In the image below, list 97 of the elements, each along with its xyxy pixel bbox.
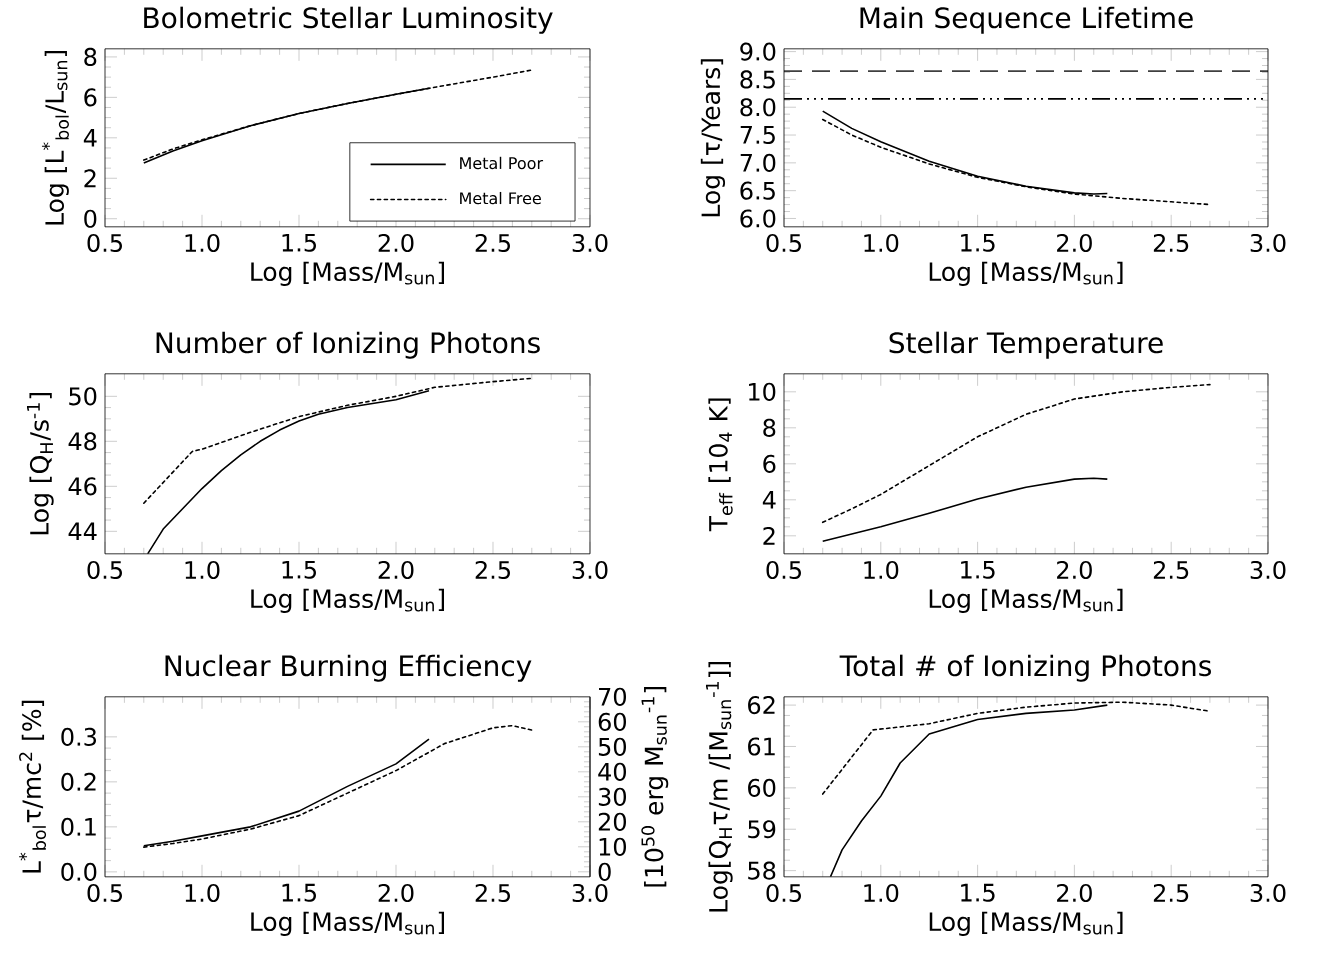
y2-tick-label: 10 [599,837,627,856]
y-tick-label: 9.0 [740,42,776,61]
y-tick-label: 4 [762,491,776,509]
x-tick-label: 1.5 [282,233,316,252]
x-axis-title: Log [Mass/M$_{sun}$] [251,588,445,614]
y-tick-label: 4 [83,129,97,147]
x-tick-label: 1.5 [961,233,995,252]
y2-tick-label: 0 [598,862,611,881]
x-tick-label: 1.0 [864,233,899,253]
y-tick-label: 60 [748,778,776,798]
y-tick-label: 61 [748,737,775,756]
y-tick-label: 6 [84,88,97,107]
y2-tick-label: 20 [598,812,627,831]
y-tick-label: 50 [69,387,97,406]
x-tick-label: 2.0 [378,883,414,903]
y-tick-label: 0.3 [61,727,96,747]
x-tick-label: 2.0 [1057,233,1092,253]
y2-tick-label: 70 [599,687,627,706]
y-tick-label: 62 [748,696,775,715]
y-tick-label: 6.0 [740,209,776,228]
x-tick-label: 0.5 [766,233,801,253]
chart-title: Bolometric Stellar Luminosity [144,6,553,34]
y-axis-title: Log[Q$_{H}$τ/m /[M$_{sun}$$^{-1}$]] [705,662,733,912]
x-tick-label: 1.5 [282,883,316,902]
x-tick-label: 2.5 [475,233,510,253]
y-tick-label: 2 [763,527,775,545]
y-tick-label: 8 [84,47,97,67]
x-tick-label: 1.5 [961,560,995,579]
y-axis-title: Log [Q$_{H}$/s$^{-1}$] [26,393,54,535]
x-tick-label: 1.0 [185,883,220,903]
y-tick-label: 59 [748,820,776,839]
x-axis-title: Log [Mass/M$_{sun}$] [929,261,1123,287]
x-axis-title: Log [Mass/M$_{sun}$] [929,911,1123,937]
y-axis-title: L$^{*}$$_{bol}$τ/mc$^{2}$ [%] [19,700,47,873]
y-tick-label: 10 [749,382,776,401]
y-tick-label: 8 [763,418,776,437]
x-tick-label: 0.5 [87,560,122,580]
y-tick-label: 6.5 [740,181,775,200]
chart-title: Main Sequence Lifetime [860,6,1193,34]
legend-label: Metal Free [460,192,541,205]
y-axis-title: T$_{eff}$ [10$_{4}$ K] [708,398,733,532]
line-series [821,383,1211,524]
x-tick-label: 1.0 [864,883,899,903]
y2-axis-title: [10$^{50}$ erg M$_{sun}$$^{-1}$] [641,687,669,887]
x-tick-label: 2.5 [1153,560,1189,580]
x-tick-label: 2.0 [378,233,414,253]
y-axis-title: Log [τ/Years] [700,59,726,217]
x-tick-label: 3.0 [572,883,608,903]
x-tick-label: 1.5 [961,883,995,902]
y-tick-label: 48 [68,432,97,451]
y-tick-label: 7.0 [740,153,776,173]
chart-title: Nuclear Burning Efficiency [165,654,532,682]
x-tick-label: 1.0 [185,560,220,580]
x-tick-label: 2.5 [475,883,510,903]
x-tick-label: 2.5 [1153,883,1189,903]
chart-title: Total # of Ionizing Photons [839,654,1211,682]
x-tick-label: 2.5 [1153,233,1189,253]
y-tick-label: 46 [68,477,97,496]
y-tick-label: 44 [68,522,97,541]
x-tick-label: 1.5 [282,560,316,579]
x-tick-label: 1.0 [185,233,220,253]
x-tick-label: 0.5 [766,560,801,580]
y-tick-label: 0 [84,209,97,228]
y-tick-label: 7.5 [740,126,775,145]
y-tick-label: 0.0 [61,862,97,882]
y-tick-label: 8.0 [740,98,776,117]
y-tick-label: 6 [763,454,776,473]
x-tick-label: 0.5 [766,883,801,903]
y2-tick-label: 50 [598,737,627,756]
x-tick-label: 2.0 [1057,883,1092,903]
x-tick-label: 2.0 [378,560,414,580]
line-series [821,701,1211,795]
y-axis-title: Log [L$^{*}$$_{bol}$/L$_{sun}$] [41,51,69,225]
y-tick-label: 58 [748,861,776,880]
legend-label: Metal Poor [460,156,544,170]
x-tick-label: 0.5 [87,233,122,253]
chart-title: Number of Ionizing Photons [156,331,540,359]
x-tick-label: 1.0 [864,560,899,580]
x-tick-label: 2.0 [1057,560,1092,580]
x-tick-label: 2.5 [475,560,510,580]
y-tick-label: 0.2 [61,772,96,792]
y2-tick-label: 60 [598,712,627,731]
x-tick-label: 3.0 [572,233,608,253]
y2-tick-label: 40 [598,762,627,781]
x-tick-label: 3.0 [1250,560,1286,580]
x-tick-label: 3.0 [1250,233,1286,253]
y-tick-label: 2 [84,169,96,188]
y2-tick-label: 30 [598,787,627,806]
x-tick-label: 3.0 [1250,883,1286,903]
y-tick-label: 8.5 [740,70,775,89]
y-tick-label: 0.1 [61,817,96,837]
chart-title: Stellar Temperature [889,331,1163,359]
x-axis-title: Log [Mass/M$_{sun}$] [251,911,445,937]
x-axis-title: Log [Mass/M$_{sun}$] [251,261,445,287]
x-tick-label: 3.0 [572,560,608,580]
x-tick-label: 0.5 [87,883,122,903]
x-axis-title: Log [Mass/M$_{sun}$] [929,588,1123,614]
